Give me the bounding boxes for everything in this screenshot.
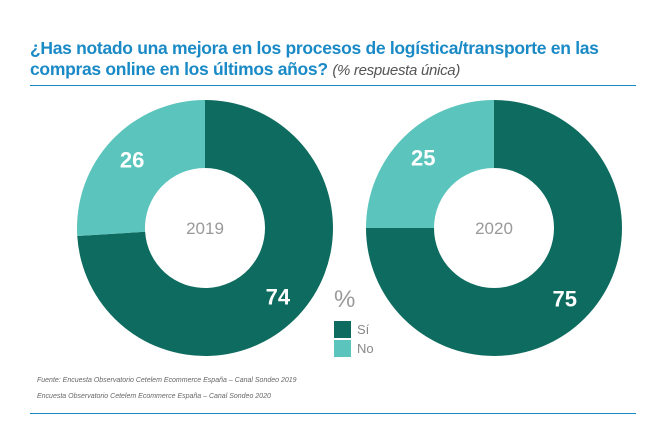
slice-si-2019 xyxy=(77,100,333,356)
data-label: 25 xyxy=(411,145,435,170)
legend: % Sí No xyxy=(334,286,374,358)
legend-swatch-no xyxy=(334,340,351,357)
source-line-1: Fuente: Encuesta Observatorio Cetelem Ec… xyxy=(37,377,297,384)
data-label: 75 xyxy=(552,287,576,312)
chart-title: ¿Has notado una mejora en los procesos d… xyxy=(30,38,650,81)
source-line-2: Encuesta Observatorio Cetelem Ecommerce … xyxy=(37,393,271,400)
legend-label: Sí xyxy=(357,322,370,337)
slice-no-2019 xyxy=(77,100,205,237)
bottom-rule xyxy=(30,413,636,414)
legend-label: No xyxy=(357,341,374,356)
data-label: 26 xyxy=(120,148,144,173)
top-rule xyxy=(30,85,636,86)
legend-item-si: Sí xyxy=(334,320,374,339)
center-label: 2019 xyxy=(186,219,224,238)
subtitle: (% respuesta única) xyxy=(332,62,461,79)
legend-item-no: No xyxy=(334,339,374,358)
legend-swatch-si xyxy=(334,321,351,338)
center-label: 2020 xyxy=(475,219,513,238)
slice-no-2020 xyxy=(366,100,494,228)
slice-si-2020 xyxy=(366,100,622,356)
data-label: 74 xyxy=(266,284,291,309)
legend-unit: % xyxy=(334,286,356,313)
title-text: ¿Has notado una mejora en los procesos d… xyxy=(30,38,599,79)
